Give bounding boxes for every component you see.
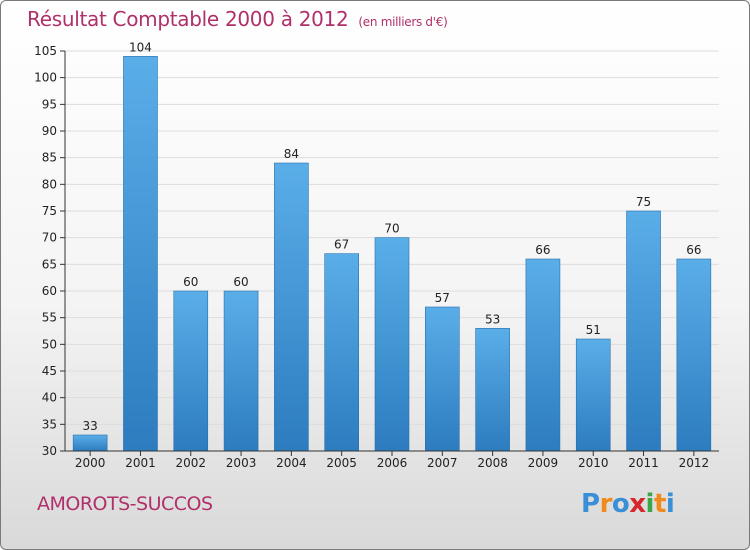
data-label: 104	[129, 40, 152, 54]
data-label: 60	[183, 275, 198, 289]
x-tick-label: 2002	[175, 456, 206, 470]
data-label: 84	[284, 147, 299, 161]
x-tick-label: 2011	[628, 456, 659, 470]
proxiti-logo: Proxiti	[581, 489, 675, 519]
logo-letter: o	[611, 489, 630, 519]
bar-2003	[223, 290, 259, 452]
x-tick-label: 2001	[125, 456, 156, 470]
y-tick-label: 90	[42, 124, 57, 138]
bar-2006	[374, 237, 410, 452]
logo-letter: P	[581, 489, 600, 519]
bar-2007	[425, 306, 460, 452]
y-tick-label: 60	[42, 284, 57, 298]
y-tick-label: 35	[42, 417, 57, 431]
bar-2008	[475, 328, 510, 452]
x-tick-label: 2003	[226, 456, 257, 470]
x-tick-label: 2010	[578, 456, 609, 470]
data-label: 53	[485, 312, 500, 326]
logo-letter: x	[629, 489, 646, 519]
x-tick-label: 2007	[427, 456, 458, 470]
x-tick-label: 2006	[377, 456, 408, 470]
bar-2010	[575, 338, 611, 452]
y-tick-label: 100	[34, 71, 57, 85]
bar-2012	[676, 258, 712, 452]
unit-label: (en milliers d'€)	[358, 15, 448, 29]
x-tick-label: 2012	[679, 456, 710, 470]
logo-letter: i	[665, 489, 675, 519]
y-tick-label: 85	[42, 151, 57, 165]
y-tick-label: 50	[42, 337, 57, 351]
y-tick-label: 65	[42, 257, 57, 271]
y-tick-label: 40	[42, 391, 57, 405]
y-tick-label: 105	[34, 44, 57, 58]
bar-2004	[274, 162, 309, 452]
logo-letter: i	[645, 489, 655, 519]
data-label: 67	[334, 238, 349, 252]
data-label: 66	[535, 243, 550, 257]
data-label: 60	[233, 275, 248, 289]
y-tick-label: 30	[42, 444, 57, 458]
data-label: 51	[586, 323, 601, 337]
bar-2009	[525, 258, 561, 452]
chart-title: Résultat Comptable 2000 à 2012 (en millie…	[27, 7, 448, 31]
bar-2000	[72, 434, 108, 452]
bar-2005	[324, 253, 359, 452]
data-label: 57	[435, 291, 450, 305]
y-tick-label: 55	[42, 311, 57, 325]
data-label: 66	[686, 243, 701, 257]
y-tick-label: 75	[42, 204, 57, 218]
bar-2001	[123, 56, 158, 452]
x-tick-label: 2008	[477, 456, 508, 470]
y-tick-label: 70	[42, 231, 57, 245]
town-name: AMOROTS-SUCCOS	[37, 493, 213, 515]
bar-2011	[626, 210, 661, 452]
y-tick-label: 45	[42, 364, 57, 378]
x-tick-label: 2004	[276, 456, 307, 470]
data-label: 70	[384, 222, 399, 236]
x-tick-label: 2000	[75, 456, 106, 470]
title-text: Résultat Comptable 2000 à 2012	[27, 7, 349, 31]
bar-2002	[173, 290, 209, 452]
logo-letter: t	[653, 489, 666, 519]
logo-letter: r	[599, 489, 613, 519]
data-label: 75	[636, 195, 651, 209]
data-label: 33	[83, 419, 98, 433]
x-tick-label: 2005	[326, 456, 357, 470]
y-tick-label: 95	[42, 97, 57, 111]
y-tick-label: 80	[42, 177, 57, 191]
x-tick-label: 2009	[528, 456, 559, 470]
